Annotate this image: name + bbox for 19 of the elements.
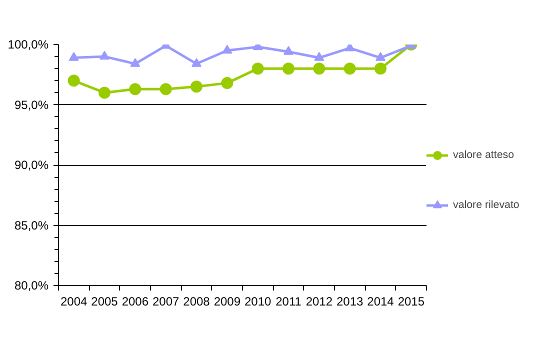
- legend-label: valore rilevato: [453, 199, 520, 211]
- x-tick-label: 2014: [367, 294, 394, 308]
- y-tick-label: 80,0%: [14, 278, 49, 292]
- x-tick-label: 2009: [214, 294, 241, 308]
- x-tick-label: 2012: [306, 294, 333, 308]
- x-tick-label: 2004: [60, 294, 88, 308]
- y-tick-label: 95,0%: [14, 98, 49, 112]
- x-tick-label: 2006: [122, 294, 149, 308]
- x-tick-label: 2011: [276, 294, 302, 308]
- y-tick-label: 100,0%: [8, 38, 49, 52]
- x-tick-label: 2005: [91, 294, 118, 308]
- x-tick-label: 2015: [398, 294, 425, 308]
- y-tick-label: 85,0%: [14, 218, 49, 232]
- x-tick-label: 2010: [244, 294, 272, 308]
- x-tick-label: 2013: [336, 294, 364, 308]
- y-tick-label: 90,0%: [14, 158, 49, 172]
- x-tick-label: 2008: [183, 294, 210, 308]
- x-tick-label: 2007: [152, 294, 180, 308]
- legend-label: valore atteso: [453, 149, 514, 161]
